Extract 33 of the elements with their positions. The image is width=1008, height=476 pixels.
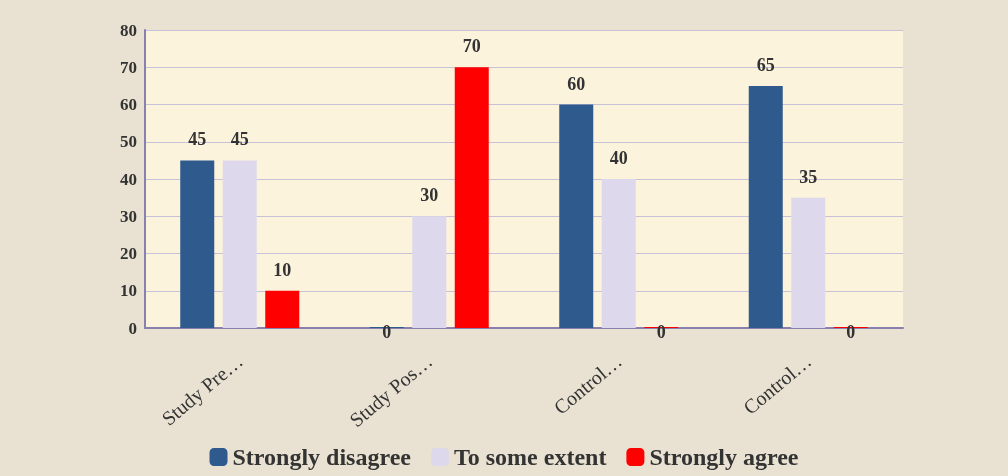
y-tick-label: 30 [120, 206, 137, 226]
y-tick-label: 70 [120, 57, 137, 77]
bar [412, 216, 447, 328]
data-label: 70 [462, 36, 481, 57]
bar [559, 104, 594, 328]
bar [791, 197, 826, 328]
legend-label: To some extent [453, 444, 607, 470]
data-label: 0 [846, 322, 856, 342]
y-tick-label: 40 [120, 169, 137, 189]
legend-label: Strongly agree [649, 444, 799, 470]
data-label: 30 [420, 185, 439, 206]
bar [222, 160, 257, 328]
y-tick-label: 50 [120, 132, 137, 152]
y-tick-label: 20 [120, 244, 137, 263]
bar [180, 160, 215, 328]
y-tick-label: 80 [120, 20, 137, 40]
data-label: 0 [382, 322, 392, 342]
bar [601, 179, 636, 328]
data-label: 0 [656, 322, 666, 342]
bar [265, 290, 300, 328]
bar [454, 67, 489, 328]
y-tick-label: 60 [120, 95, 137, 114]
data-label: 40 [609, 148, 628, 168]
data-label: 45 [230, 129, 249, 150]
bar [748, 85, 783, 328]
y-tick-label: 10 [120, 281, 137, 301]
data-label: 10 [273, 259, 292, 280]
y-tick-label: 0 [128, 318, 137, 338]
data-label: 65 [756, 54, 775, 75]
data-label: 60 [567, 73, 586, 94]
data-label: 45 [188, 129, 207, 150]
data-label: 35 [799, 166, 818, 187]
legend-label: Strongly disagree [232, 444, 412, 470]
